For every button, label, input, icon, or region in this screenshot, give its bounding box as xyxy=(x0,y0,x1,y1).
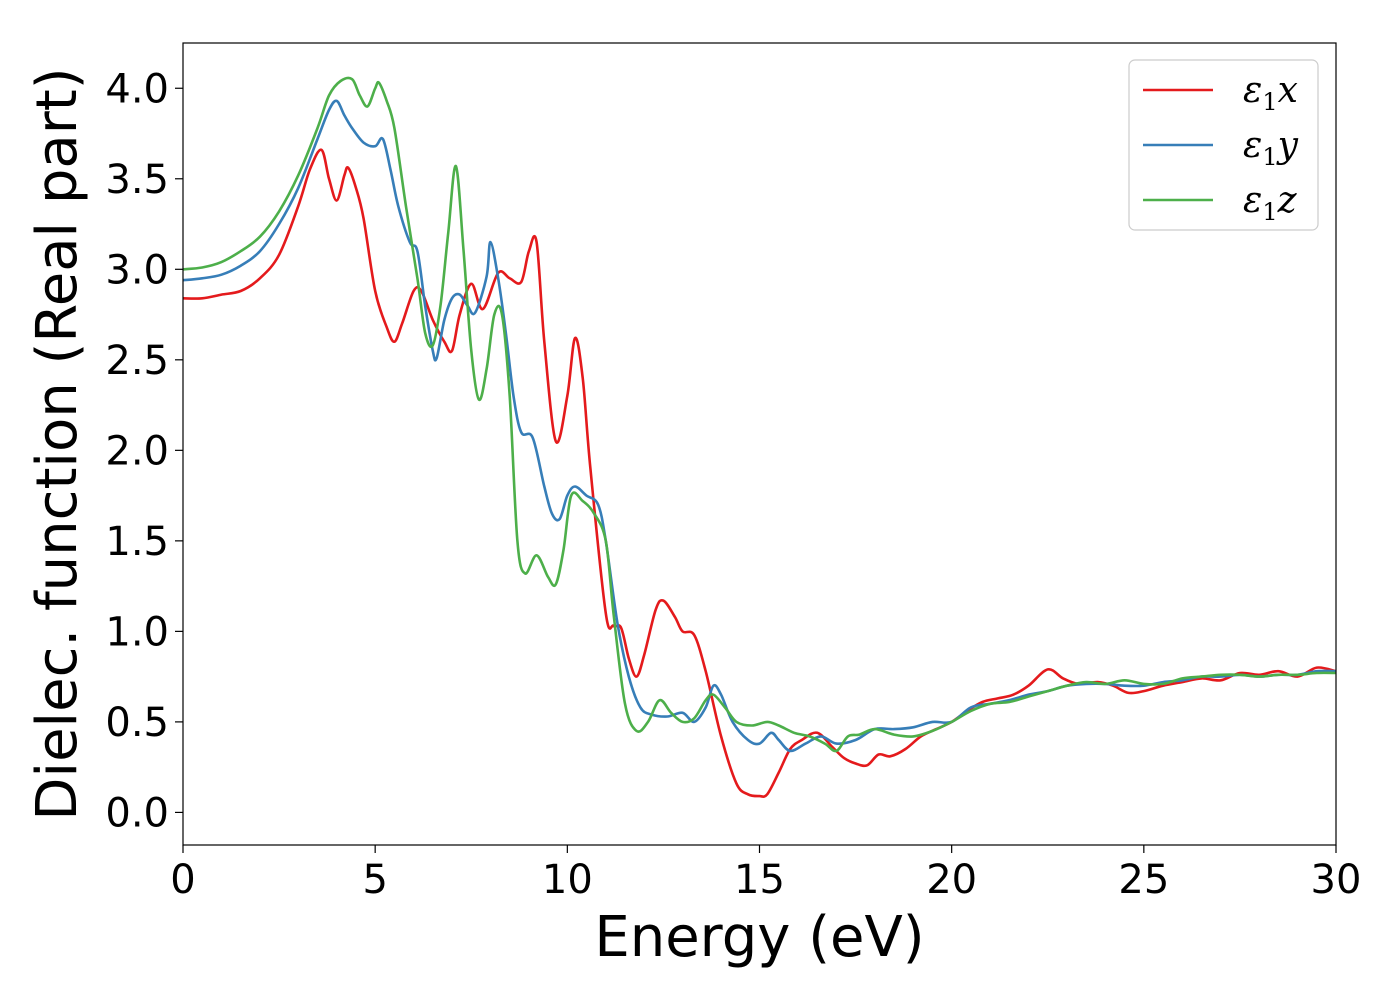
series-line-z xyxy=(182,76,1337,753)
x-tick-label: 25 xyxy=(1118,857,1169,903)
legend-label-z: ε1z xyxy=(1243,180,1298,226)
y-tick-label: 0.5 xyxy=(105,700,169,746)
y-tick-label: 4.0 xyxy=(105,66,169,112)
x-tick-label: 20 xyxy=(926,857,977,903)
y-axis-ticks: 0.0 0.5 1.0 1.5 2.0 2.5 3.0 3.5 4.0 xyxy=(105,66,183,836)
x-tick-label: 5 xyxy=(362,857,387,903)
x-axis-ticks: 0 5 10 15 20 25 30 xyxy=(170,845,1361,903)
legend-label-y: ε1y xyxy=(1243,125,1299,171)
y-tick-label: 3.5 xyxy=(105,157,169,203)
y-tick-label: 1.0 xyxy=(105,609,169,655)
series-line-x xyxy=(182,148,1337,798)
legend: ε1x ε1y ε1z xyxy=(1128,59,1319,231)
x-tick-label: 10 xyxy=(542,857,593,903)
y-tick-label: 2.5 xyxy=(105,338,169,384)
x-tick-label: 0 xyxy=(170,857,195,903)
y-tick-label: 3.0 xyxy=(105,247,169,293)
legend-frame xyxy=(1128,59,1319,231)
x-tick-label: 30 xyxy=(1311,857,1362,903)
series-layer xyxy=(182,76,1337,798)
x-axis-label: Energy (eV) xyxy=(594,905,924,970)
legend-label-x: ε1x xyxy=(1243,70,1298,116)
x-tick-label: 15 xyxy=(734,857,785,903)
y-tick-label: 0.0 xyxy=(105,790,169,836)
y-tick-label: 2.0 xyxy=(105,428,169,474)
y-axis-label: Dielec. function (Real part) xyxy=(25,67,90,820)
y-tick-label: 1.5 xyxy=(105,519,169,565)
